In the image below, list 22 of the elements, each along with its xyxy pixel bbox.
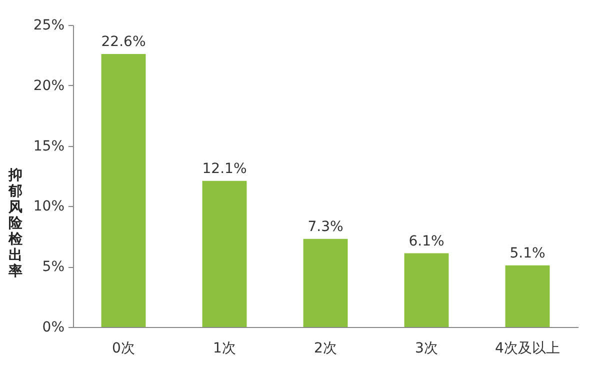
y-tick-label: 10% xyxy=(33,198,64,215)
x-tick-label: 4次及以上 xyxy=(495,340,560,356)
y-tick-label: 20% xyxy=(33,78,64,94)
x-tick-label: 3次 xyxy=(415,340,438,356)
bar xyxy=(505,265,550,327)
y-axis-title: 抑郁风险检出率 xyxy=(8,168,24,280)
data-label: 7.3% xyxy=(308,218,344,235)
y-tick-label: 0% xyxy=(42,320,64,336)
y-tick-label: 25% xyxy=(33,18,64,34)
bar xyxy=(404,253,449,327)
bar xyxy=(202,180,247,327)
bar xyxy=(101,54,146,327)
y-tick-label: 15% xyxy=(33,138,64,154)
x-tick-label: 2次 xyxy=(314,340,337,356)
data-label: 6.1% xyxy=(408,233,444,250)
data-label: 12.1% xyxy=(202,160,247,177)
data-label: 22.6% xyxy=(101,34,146,50)
data-label: 5.1% xyxy=(510,245,546,262)
y-tick-label: 5% xyxy=(42,259,64,276)
bar xyxy=(303,238,348,327)
x-tick-label: 1次 xyxy=(213,340,236,356)
x-tick-label: 0次 xyxy=(112,340,135,356)
